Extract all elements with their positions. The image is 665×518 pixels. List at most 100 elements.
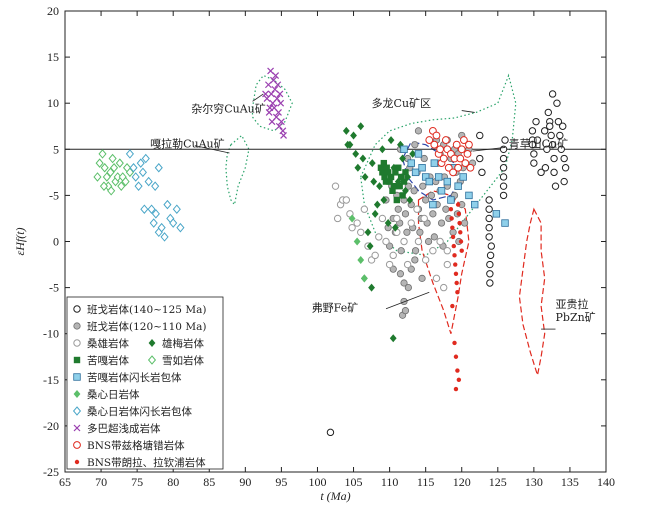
data-point: [390, 182, 398, 190]
legend-label: 班戈岩体(140~125 Ma): [87, 303, 206, 316]
y-tick-label: 5: [53, 142, 59, 156]
legend-marker: [74, 459, 80, 465]
data-point: [449, 228, 457, 236]
leader-line: [252, 93, 264, 102]
data-point: [501, 219, 509, 227]
data-point: [149, 218, 158, 228]
data-point: [455, 202, 461, 207]
data-point: [396, 270, 405, 278]
data-point: [400, 145, 408, 153]
x-tick-label: 135: [561, 475, 579, 489]
data-point: [537, 168, 545, 177]
data-point: [553, 99, 561, 107]
data-point: [419, 182, 427, 190]
x-tick-label: 70: [95, 475, 107, 489]
data-point: [461, 219, 469, 227]
data-point: [548, 90, 557, 98]
y-tick-label: 20: [47, 4, 59, 18]
leader-line: [194, 145, 230, 154]
data-point: [432, 131, 441, 140]
data-point: [378, 214, 387, 223]
data-point: [393, 196, 401, 204]
data-point: [499, 145, 508, 154]
annotation-label: 多龙Cu矿区: [372, 96, 432, 110]
data-points: [93, 67, 570, 437]
data-point: [414, 127, 423, 135]
data-point: [528, 127, 537, 135]
data-point: [429, 210, 437, 218]
data-point: [109, 162, 119, 173]
data-point: [378, 145, 386, 154]
data-point: [389, 251, 397, 260]
legend-label: BNS带朗拉、拉钦浦岩体: [87, 456, 206, 469]
x-tick-label: 130: [525, 475, 543, 489]
legend-marker: [73, 305, 81, 313]
data-point: [400, 297, 408, 306]
axis-ticks: 65 70 75 80 85 90 95 100 105 110 115 120 125 130 135 14…: [13, 4, 615, 503]
data-point: [107, 186, 116, 196]
data-point: [441, 136, 450, 144]
data-point: [274, 81, 282, 89]
data-point: [357, 122, 365, 131]
data-point: [410, 187, 418, 195]
data-point: [115, 158, 124, 168]
data-point: [459, 173, 467, 181]
zaerqiong-field-outline: [251, 74, 293, 132]
data-point: [404, 283, 412, 292]
legend-label: BNS带兹格塘错岩体: [87, 439, 185, 452]
data-point: [454, 182, 462, 190]
data-point: [138, 167, 147, 178]
data-point: [459, 248, 464, 253]
data-point: [108, 153, 117, 164]
y-tick-label: 0: [53, 235, 59, 249]
y-tick-label: -15: [43, 373, 59, 387]
data-point: [454, 280, 459, 286]
data-point: [485, 223, 493, 232]
data-point: [352, 149, 360, 158]
data-point: [499, 164, 508, 172]
y-axis-title: εHf(t): [13, 227, 27, 255]
data-point: [277, 99, 285, 107]
legend-marker: [73, 322, 81, 330]
data-point: [414, 237, 423, 246]
annotation-label: 亚贵拉: [556, 297, 589, 311]
data-point: [380, 196, 388, 205]
data-point: [157, 222, 166, 233]
data-point: [385, 260, 394, 269]
data-point: [379, 169, 386, 176]
data-point: [458, 239, 464, 244]
data-point: [430, 233, 438, 241]
data-point: [399, 154, 406, 163]
data-point: [366, 242, 374, 251]
data-point: [485, 214, 493, 223]
data-point: [429, 247, 437, 255]
data-point: [458, 230, 463, 235]
data-point: [392, 169, 399, 176]
data-point: [556, 131, 564, 140]
data-point: [444, 163, 453, 172]
data-point: [443, 247, 452, 255]
data-point: [425, 136, 434, 144]
data-point: [346, 140, 354, 149]
data-point: [357, 228, 365, 236]
legend-label: 班戈岩体(120~110 Ma): [87, 320, 206, 333]
data-point: [443, 260, 452, 269]
data-point: [427, 191, 436, 199]
data-point: [151, 181, 160, 191]
data-point: [99, 181, 109, 191]
data-point: [424, 237, 433, 246]
data-point: [485, 205, 493, 213]
data-point: [561, 164, 570, 172]
data-point: [485, 233, 493, 241]
data-point: [276, 90, 284, 98]
data-point: [418, 164, 426, 172]
data-point: [393, 214, 401, 223]
data-point: [439, 154, 448, 163]
data-point: [414, 150, 423, 158]
data-point: [102, 172, 111, 182]
data-point: [540, 127, 549, 135]
data-point: [342, 126, 350, 135]
data-point: [471, 200, 479, 209]
data-point: [456, 211, 462, 217]
x-tick-label: 95: [275, 475, 287, 489]
